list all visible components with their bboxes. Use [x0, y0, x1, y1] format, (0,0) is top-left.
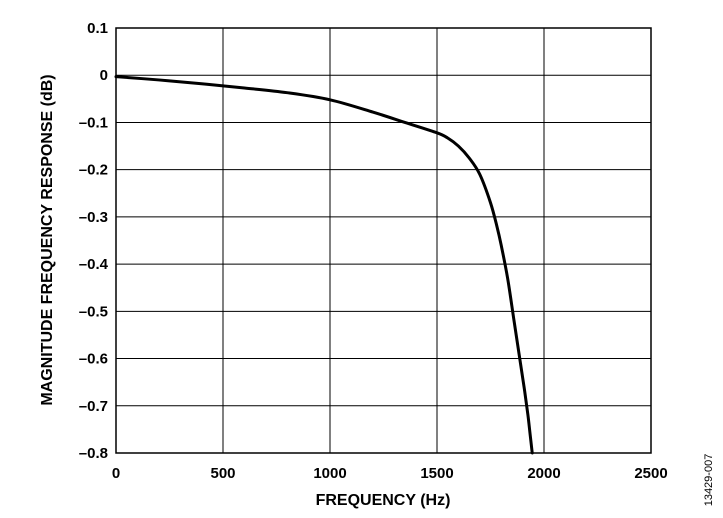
grid-lines	[115, 27, 652, 454]
y-tick-label: –0.7	[79, 398, 108, 415]
x-tick-label: 0	[112, 465, 120, 482]
y-tick-label: –0.4	[79, 256, 109, 273]
x-tick-label: 1000	[313, 465, 346, 482]
y-tick-label: –0.5	[79, 303, 108, 320]
figure-id: 13429-007	[703, 454, 715, 507]
series-line	[114, 75, 534, 455]
x-axis-label: FREQUENCY (Hz)	[316, 492, 451, 509]
y-tick-labels: 0.1 0 –0.1 –0.2 –0.3 –0.4 –0.5 –0.6 –0.7 –0.8	[79, 20, 109, 462]
x-tick-label: 2000	[527, 465, 560, 482]
x-tick-labels: 0 500 1000 1500 2000 2500	[112, 465, 668, 482]
x-tick-label: 1500	[420, 465, 453, 482]
y-axis-label: MAGNITUDE FREQUENCY RESPONSE (dB)	[39, 74, 56, 405]
y-tick-label: –0.2	[79, 162, 108, 179]
y-tick-label: –0.1	[79, 114, 108, 131]
y-tick-label: 0.1	[87, 20, 108, 37]
y-tick-label: –0.8	[79, 445, 108, 462]
plot-frame	[115, 27, 652, 454]
x-tick-label: 500	[210, 465, 235, 482]
y-tick-label: 0	[100, 67, 108, 84]
y-tick-label: –0.6	[79, 351, 108, 368]
x-tick-label: 2500	[634, 465, 667, 482]
y-tick-label: –0.3	[79, 209, 108, 226]
